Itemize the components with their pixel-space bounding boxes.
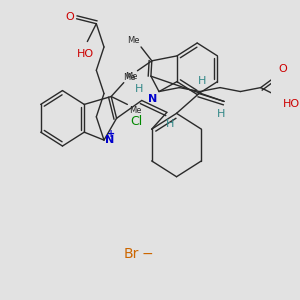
Text: Cl: Cl — [130, 115, 143, 128]
Text: N: N — [148, 94, 157, 103]
Text: Me: Me — [126, 72, 138, 81]
Text: −: − — [142, 247, 154, 261]
Text: Br: Br — [124, 247, 139, 261]
Text: +: + — [107, 129, 115, 139]
Text: O: O — [279, 64, 287, 74]
Text: H: H — [165, 119, 174, 129]
Text: Me: Me — [123, 73, 136, 82]
Text: HO: HO — [77, 50, 94, 59]
Text: HO: HO — [283, 100, 300, 110]
Text: O: O — [65, 12, 74, 22]
Text: Me: Me — [127, 36, 139, 45]
Text: Me: Me — [129, 106, 142, 116]
Text: H: H — [197, 76, 206, 85]
Text: H: H — [217, 110, 226, 119]
Text: H: H — [135, 83, 143, 94]
Text: N: N — [105, 135, 114, 145]
